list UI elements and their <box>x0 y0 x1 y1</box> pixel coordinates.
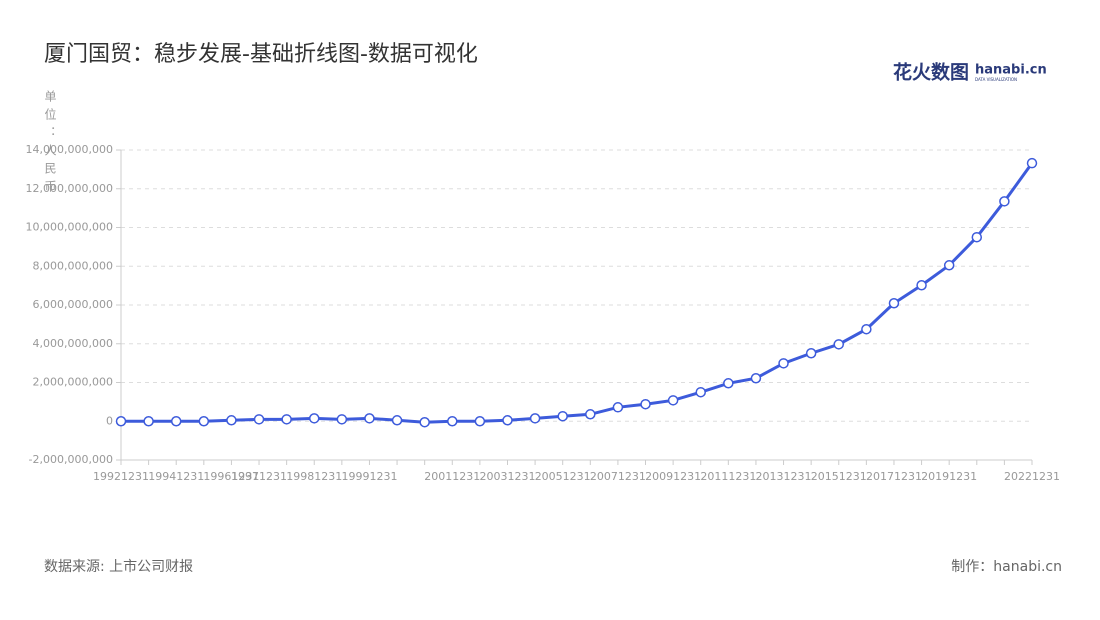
x-tick-label: 20151231 <box>811 470 867 483</box>
point <box>612 402 624 413</box>
point <box>888 298 900 309</box>
point <box>999 196 1010 207</box>
x-tick-label: 19961231 <box>203 470 259 483</box>
x-tick-label: 19921231 <box>93 470 149 483</box>
y-axis-label: 单位：人民币 <box>43 90 57 198</box>
x-tick-label: 19991231 <box>341 470 397 483</box>
point <box>1026 157 1038 169</box>
x-tick-label: 20221231 <box>1004 470 1060 483</box>
x-tick-label: 20171231 <box>866 470 922 483</box>
source: 数据来源: 上市公司财报 <box>44 558 193 575</box>
point <box>750 372 762 384</box>
y-tick-label: 14,000,000,000 <box>26 143 113 156</box>
point <box>585 409 596 420</box>
point <box>805 347 817 359</box>
point <box>723 378 734 389</box>
point <box>253 414 265 425</box>
x-tick-label: 20051231 <box>535 470 591 483</box>
logo-name: 花火数图 <box>893 61 969 84</box>
y-tick-label: 6,000,000,000 <box>33 298 113 311</box>
x-tick-label: 20071231 <box>590 470 646 483</box>
y-tick-label: 10,000,000,000 <box>26 221 113 234</box>
point <box>833 339 845 350</box>
x-tick-label: 20011231 <box>424 470 480 483</box>
y-tick-label: 8,000,000,000 <box>33 259 113 272</box>
point <box>640 398 651 410</box>
point <box>474 416 486 427</box>
point <box>115 416 127 427</box>
point <box>198 416 210 427</box>
x-tick-label: 20091231 <box>645 470 701 483</box>
x-tick-label: 19971231 <box>231 470 287 483</box>
point <box>391 415 403 426</box>
point <box>943 260 955 271</box>
point <box>226 415 237 426</box>
point <box>502 415 513 426</box>
logo-tagline: DATA VISUALIZATION <box>975 77 1017 82</box>
chart-title: 厦门国贸：稳步发展-基础折线图-数据可视化 <box>44 42 478 67</box>
point <box>364 413 375 424</box>
y-tick-label: 4,000,000,000 <box>33 337 113 350</box>
x-tick-label: 19941231 <box>148 470 204 483</box>
y-tick-label: 0 <box>106 414 113 427</box>
x-tick-label: 19981231 <box>286 470 342 483</box>
credit: 制作：hanabi.cn <box>951 559 1062 575</box>
point <box>557 410 568 422</box>
point <box>529 413 541 424</box>
point <box>281 414 292 425</box>
y-tick-label: 2,000,000,000 <box>33 376 113 389</box>
point <box>667 395 679 406</box>
point <box>336 414 348 425</box>
x-tick-label: 20131231 <box>756 470 812 483</box>
line <box>121 162 1034 424</box>
y-tick-label: -2,000,000,000 <box>29 453 113 466</box>
point <box>419 416 430 428</box>
point <box>143 416 154 427</box>
point <box>861 323 872 335</box>
point <box>308 413 320 424</box>
point <box>971 231 983 243</box>
point <box>447 416 458 427</box>
x-tick-label: 20111231 <box>700 470 756 483</box>
point <box>695 386 706 398</box>
point <box>778 358 789 369</box>
point <box>170 416 182 427</box>
y-tick-label: 12,000,000,000 <box>26 182 113 195</box>
point <box>916 279 927 291</box>
logo-site: hanabi.cn <box>975 63 1047 78</box>
x-tick-label: 20031231 <box>479 470 535 483</box>
x-tick-label: 20191231 <box>921 470 977 483</box>
